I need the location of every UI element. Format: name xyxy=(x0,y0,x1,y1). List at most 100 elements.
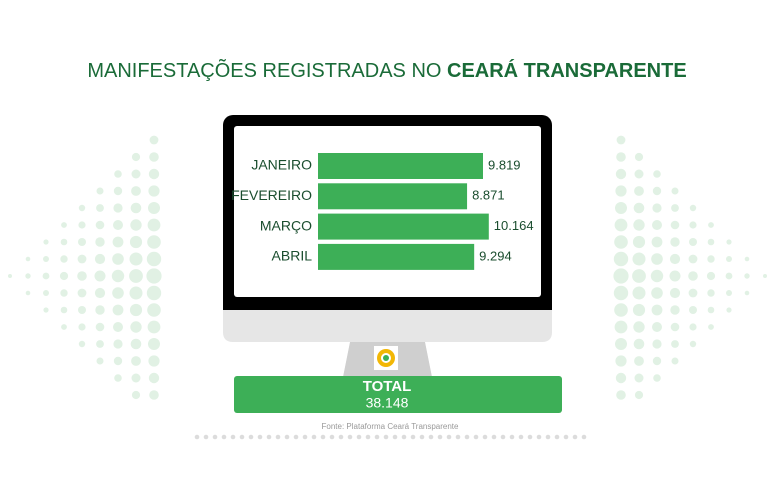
deco-dot xyxy=(43,290,49,296)
deco-dot xyxy=(248,434,254,440)
deco-dot xyxy=(536,434,542,440)
deco-dot xyxy=(613,251,629,267)
deco-dot xyxy=(652,339,662,349)
deco-dot xyxy=(744,273,750,279)
deco-dot xyxy=(129,286,143,300)
deco-dot xyxy=(78,238,86,246)
category-label: MARÇO xyxy=(260,217,312,233)
deco-dot xyxy=(688,254,698,264)
deco-dot xyxy=(149,152,159,162)
title: MANIFESTAÇÕES REGISTRADAS NO CEARÁ TRANS… xyxy=(87,58,686,82)
deco-dot xyxy=(130,321,142,333)
value-label: 10.164 xyxy=(494,218,534,233)
deco-dot xyxy=(652,203,662,213)
deco-dot xyxy=(669,287,681,299)
deco-dot xyxy=(60,289,68,297)
deco-dot xyxy=(383,434,389,440)
deco-dot xyxy=(527,434,533,440)
deco-dot xyxy=(689,323,697,331)
deco-dot xyxy=(131,152,141,162)
deco-dot xyxy=(60,306,68,314)
deco-dot xyxy=(615,185,627,197)
deco-dot xyxy=(131,356,141,366)
deco-dot xyxy=(707,255,715,263)
deco-dot xyxy=(614,235,628,249)
deco-dot xyxy=(130,219,142,231)
deco-dot xyxy=(113,220,123,230)
deco-dot xyxy=(688,288,698,298)
deco-dot xyxy=(194,434,200,440)
deco-dot xyxy=(615,355,627,367)
deco-dot xyxy=(615,168,627,180)
deco-dot xyxy=(491,434,497,440)
monitor-screen xyxy=(234,126,541,297)
deco-dot xyxy=(77,271,87,281)
deco-dot xyxy=(338,434,344,440)
total-value: 38.148 xyxy=(366,395,409,411)
deco-dot xyxy=(633,338,645,350)
deco-dot xyxy=(365,434,371,440)
deco-dot xyxy=(78,204,86,212)
category-label: JANEIRO xyxy=(251,157,312,173)
deco-dot xyxy=(509,434,515,440)
deco-dot xyxy=(613,285,629,301)
deco-dot xyxy=(689,340,697,348)
deco-dot xyxy=(615,202,627,214)
deco-dot xyxy=(148,185,160,197)
deco-dot xyxy=(146,251,162,267)
monitor-bezel xyxy=(223,310,552,342)
deco-dot xyxy=(651,304,663,316)
deco-dot xyxy=(25,273,31,279)
deco-dot xyxy=(726,307,732,313)
deco-dot xyxy=(653,374,661,382)
deco-dot xyxy=(94,253,106,265)
deco-dot xyxy=(275,434,281,440)
deco-dot xyxy=(203,434,209,440)
title-text: MANIFESTAÇÕES REGISTRADAS NO xyxy=(87,58,441,82)
deco-dot xyxy=(130,202,142,214)
deco-dot xyxy=(239,434,245,440)
deco-dot xyxy=(616,152,626,162)
deco-dot xyxy=(500,434,506,440)
bar xyxy=(318,153,483,179)
deco-dot xyxy=(113,356,123,366)
deco-dot xyxy=(671,204,679,212)
deco-dot xyxy=(653,170,661,178)
deco-dot xyxy=(8,274,12,278)
deco-dot xyxy=(670,305,680,315)
deco-dot xyxy=(651,253,663,265)
deco-dot xyxy=(437,434,443,440)
deco-dot xyxy=(221,434,227,440)
deco-dot xyxy=(78,340,86,348)
deco-dot xyxy=(77,254,87,264)
deco-dot xyxy=(131,169,141,179)
value-label: 9.819 xyxy=(488,157,521,172)
deco-dot xyxy=(725,272,733,280)
deco-dot xyxy=(634,373,644,383)
deco-dot xyxy=(77,288,87,298)
deco-dot xyxy=(146,285,162,301)
bar xyxy=(318,213,489,240)
deco-dot xyxy=(428,434,434,440)
deco-dot xyxy=(148,338,160,350)
deco-dot xyxy=(96,340,104,348)
category-label: FEVEREIRO xyxy=(231,187,312,203)
deco-dot xyxy=(669,270,681,282)
deco-dot xyxy=(689,221,697,229)
value-label: 8.871 xyxy=(472,188,505,203)
deco-dot xyxy=(707,306,715,314)
deco-dot xyxy=(148,202,160,214)
deco-dot xyxy=(670,237,680,247)
deco-dot xyxy=(131,186,141,196)
title-highlight: CEARÁ TRANSPARENTE xyxy=(447,59,687,82)
deco-dot xyxy=(43,239,49,245)
category-label: ABRIL xyxy=(272,248,313,264)
deco-dot xyxy=(329,434,335,440)
deco-dot xyxy=(652,322,662,332)
deco-dot xyxy=(25,290,31,296)
deco-dot xyxy=(112,253,124,265)
deco-dot xyxy=(374,434,380,440)
deco-dot xyxy=(60,238,68,246)
deco-dot xyxy=(634,356,644,366)
